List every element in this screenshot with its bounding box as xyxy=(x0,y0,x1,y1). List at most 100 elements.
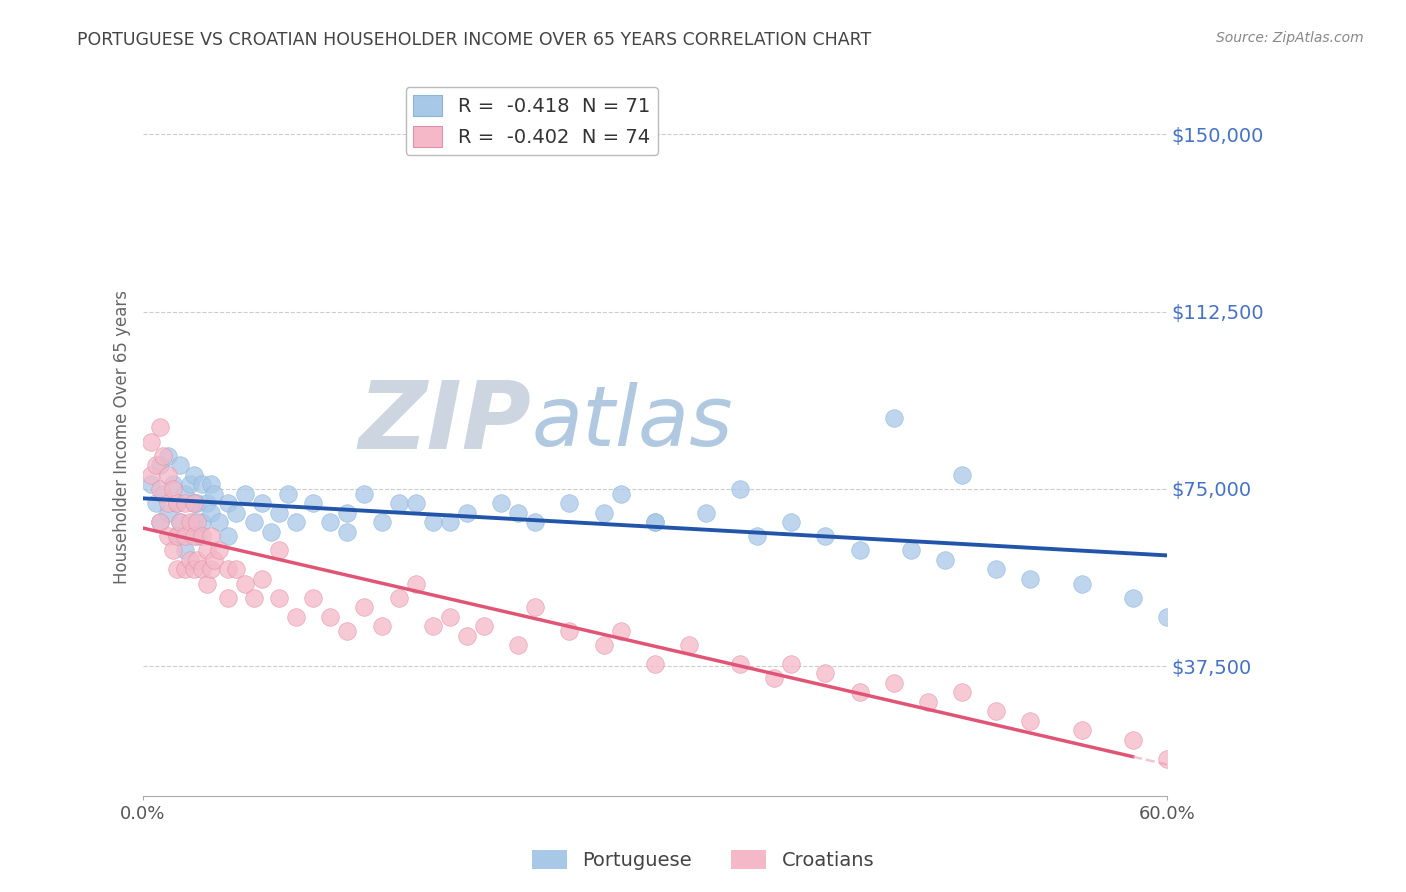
Legend: R =  -0.418  N = 71, R =  -0.402  N = 74: R = -0.418 N = 71, R = -0.402 N = 74 xyxy=(405,87,658,155)
Point xyxy=(169,458,191,473)
Point xyxy=(139,467,162,482)
Point xyxy=(200,506,222,520)
Point xyxy=(336,524,359,539)
Point xyxy=(157,506,180,520)
Point xyxy=(186,529,208,543)
Point xyxy=(166,529,188,543)
Point xyxy=(145,496,167,510)
Point xyxy=(269,543,291,558)
Point xyxy=(405,576,427,591)
Point xyxy=(592,506,614,520)
Point xyxy=(489,496,512,510)
Point xyxy=(269,506,291,520)
Point xyxy=(200,562,222,576)
Point xyxy=(336,506,359,520)
Y-axis label: Householder Income Over 65 years: Householder Income Over 65 years xyxy=(114,290,131,584)
Point xyxy=(285,609,308,624)
Point xyxy=(183,467,205,482)
Point xyxy=(508,506,530,520)
Point xyxy=(149,420,172,434)
Point xyxy=(1122,591,1144,605)
Point xyxy=(157,449,180,463)
Text: atlas: atlas xyxy=(531,382,734,463)
Point xyxy=(169,515,191,529)
Point xyxy=(186,515,208,529)
Point xyxy=(186,496,208,510)
Point xyxy=(162,543,184,558)
Point xyxy=(644,515,666,529)
Point xyxy=(353,600,375,615)
Point xyxy=(848,685,870,699)
Point xyxy=(202,486,225,500)
Point xyxy=(353,486,375,500)
Point xyxy=(558,496,581,510)
Point xyxy=(269,591,291,605)
Point xyxy=(242,591,264,605)
Point xyxy=(174,529,197,543)
Point xyxy=(250,572,273,586)
Point xyxy=(149,515,172,529)
Point xyxy=(370,619,392,633)
Point xyxy=(179,515,201,529)
Point xyxy=(763,671,786,685)
Point xyxy=(747,529,769,543)
Point xyxy=(986,704,1008,718)
Point xyxy=(780,515,803,529)
Point xyxy=(388,591,411,605)
Point xyxy=(183,562,205,576)
Point xyxy=(336,624,359,638)
Point xyxy=(200,477,222,491)
Legend: Portuguese, Croatians: Portuguese, Croatians xyxy=(524,842,882,878)
Point xyxy=(644,515,666,529)
Point xyxy=(197,576,219,591)
Point xyxy=(174,562,197,576)
Point xyxy=(780,657,803,671)
Point xyxy=(259,524,281,539)
Point xyxy=(277,486,299,500)
Point xyxy=(814,529,837,543)
Point xyxy=(197,496,219,510)
Point xyxy=(883,676,905,690)
Point xyxy=(162,477,184,491)
Point xyxy=(1019,714,1042,728)
Point xyxy=(157,467,180,482)
Point xyxy=(439,609,461,624)
Point xyxy=(225,506,247,520)
Point xyxy=(149,458,172,473)
Point xyxy=(422,619,444,633)
Point xyxy=(183,496,205,510)
Text: Source: ZipAtlas.com: Source: ZipAtlas.com xyxy=(1216,31,1364,45)
Point xyxy=(439,515,461,529)
Point xyxy=(225,562,247,576)
Point xyxy=(197,543,219,558)
Point xyxy=(183,515,205,529)
Point xyxy=(217,529,239,543)
Point xyxy=(191,529,214,543)
Point xyxy=(285,515,308,529)
Point xyxy=(157,529,180,543)
Point xyxy=(162,482,184,496)
Point xyxy=(149,515,172,529)
Point xyxy=(149,482,172,496)
Point xyxy=(233,486,256,500)
Point xyxy=(208,543,231,558)
Point xyxy=(183,496,205,510)
Point xyxy=(233,576,256,591)
Point xyxy=(609,486,631,500)
Point xyxy=(174,486,197,500)
Point xyxy=(166,529,188,543)
Point xyxy=(217,591,239,605)
Point xyxy=(1019,572,1042,586)
Point xyxy=(319,609,342,624)
Point xyxy=(456,506,478,520)
Point xyxy=(152,449,174,463)
Point xyxy=(848,543,870,558)
Point xyxy=(152,486,174,500)
Point xyxy=(370,515,392,529)
Point xyxy=(1070,723,1092,738)
Point xyxy=(695,506,717,520)
Point xyxy=(139,434,162,449)
Point xyxy=(917,695,939,709)
Point xyxy=(139,477,162,491)
Point xyxy=(1156,609,1178,624)
